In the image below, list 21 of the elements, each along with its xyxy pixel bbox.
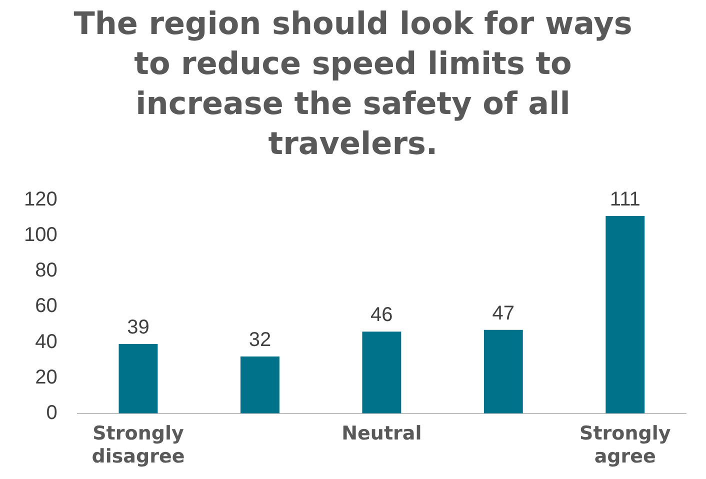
chart-title: The region should look for ways to reduce speed limits to increase the safety of all travelers. (72, 5, 634, 164)
y-tick-label: 40 (35, 330, 58, 353)
y-tick-label: 100 (24, 224, 58, 246)
y-tick-label: 0 (46, 402, 58, 424)
data-label: 32 (248, 329, 272, 352)
x-tick-label: Neutral (342, 422, 422, 445)
y-tick-label: 20 (35, 366, 58, 388)
data-label: 46 (370, 304, 393, 326)
x-tick-label: Strongly agree (580, 422, 672, 468)
data-label: 47 (492, 302, 515, 324)
data-label: 111 (610, 188, 640, 211)
bar (118, 344, 158, 414)
bar (362, 332, 402, 414)
bar (606, 216, 645, 414)
y-tick-label: 80 (35, 260, 58, 282)
bar (484, 330, 523, 414)
x-tick-label: Strongly disagree (92, 422, 185, 468)
data-label: 39 (127, 316, 150, 339)
y-tick-label: 120 (24, 188, 58, 211)
bar (240, 356, 280, 414)
y-tick-label: 60 (35, 295, 58, 318)
